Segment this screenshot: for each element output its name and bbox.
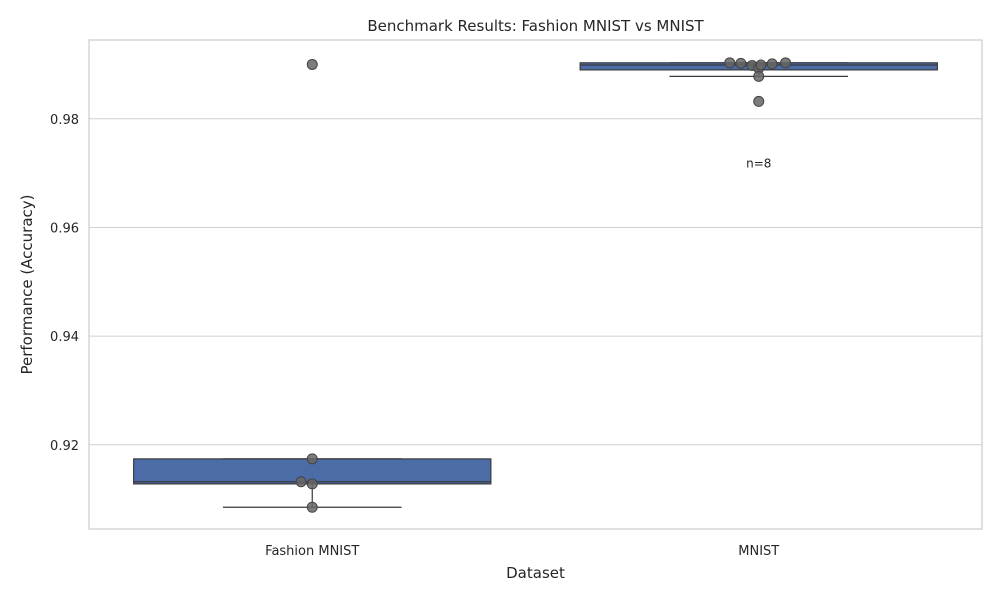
x-axis-label: Dataset [506,564,565,582]
data-point [724,57,736,69]
annotation-layer: n=8 [746,156,771,170]
y-tick-label: 0.94 [50,330,79,345]
x-tick-labels: Fashion MNIST MNIST [265,544,779,559]
point-layer [295,57,792,513]
chart-title: Benchmark Results: Fashion MNIST vs MNIS… [367,17,704,35]
plot-frame [88,39,983,530]
data-point [766,58,778,70]
x-tick-label: MNIST [738,544,779,559]
data-point [295,476,307,488]
data-point [753,70,765,82]
y-tick-label: 0.98 [50,113,79,128]
data-point [306,478,318,490]
data-point [753,95,765,107]
sample-count-annotation: n=8 [746,156,771,170]
y-tick-label: 0.92 [50,439,79,454]
y-tick-labels: 0.92 0.94 0.96 0.98 [50,113,79,454]
y-axis-label: Performance (Accuracy) [18,194,36,374]
data-point [735,57,747,69]
grid-layer [89,118,982,446]
data-point [306,501,318,513]
data-point [755,59,767,71]
x-tick-label: Fashion MNIST [265,544,359,559]
y-tick-label: 0.96 [50,221,79,236]
data-point [306,58,318,70]
data-point [780,57,792,69]
data-point [306,453,318,465]
